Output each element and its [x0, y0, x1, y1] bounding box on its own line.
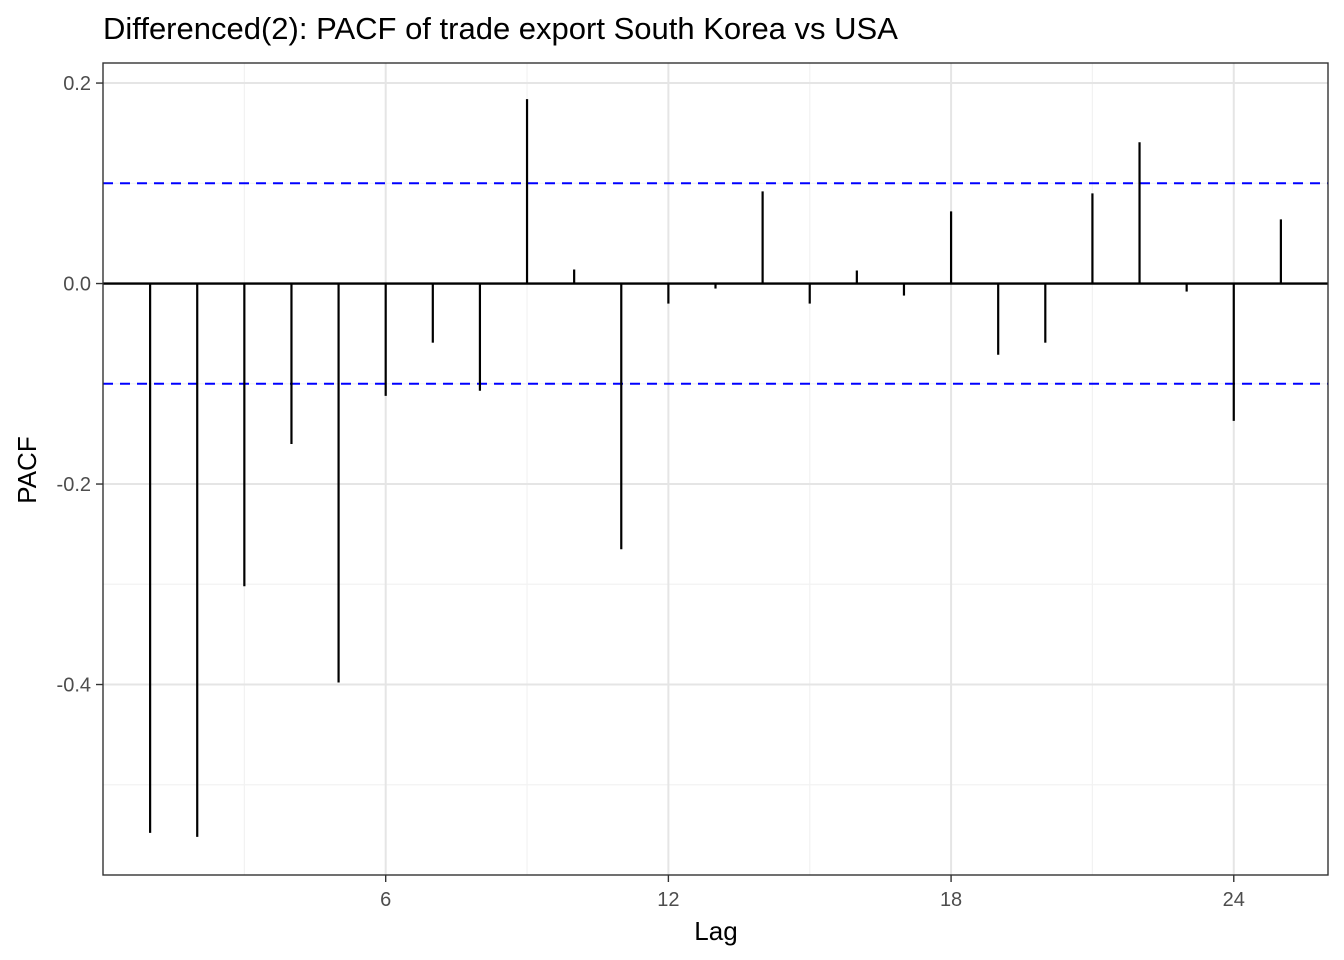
y-tick-label: -0.4: [57, 675, 91, 697]
major-gridlines: [103, 63, 1328, 875]
pacf-bars: [149, 99, 1282, 837]
y-tick-label: 0.0: [63, 274, 91, 296]
panel-border: [102, 62, 1329, 876]
x-tick-label: 12: [657, 889, 679, 911]
chart-title: Differenced(2): PACF of trade export Sou…: [103, 11, 898, 46]
x-tick-label: 24: [1223, 889, 1245, 911]
x-tick-label: 6: [380, 889, 391, 911]
x-axis-title: Lag: [694, 916, 737, 946]
y-tick-label: -0.2: [57, 474, 91, 496]
y-axis-ticks: 0.2 0.0 -0.2 -0.4: [57, 73, 103, 697]
y-axis-title: PACF: [12, 436, 42, 503]
y-tick-label: 0.2: [63, 73, 91, 95]
x-tick-label: 18: [940, 889, 962, 911]
minor-gridlines: [103, 63, 1328, 875]
confidence-bounds: [103, 182, 1328, 385]
x-axis-ticks: 6 12 18 24: [380, 875, 1245, 911]
